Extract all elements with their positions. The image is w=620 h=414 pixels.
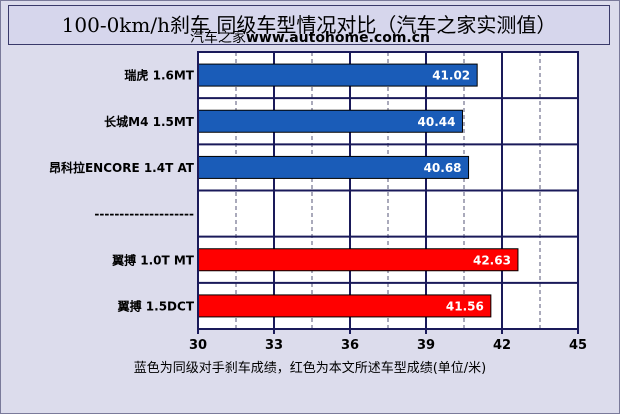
- bar-value-label: 42.63: [473, 253, 511, 267]
- x-tick-label: 45: [569, 338, 587, 353]
- x-tick-label: 30: [189, 338, 207, 353]
- x-tick-label: 42: [493, 338, 511, 353]
- bar-value-label: 40.68: [424, 161, 462, 175]
- category-label: --------------------: [94, 207, 194, 221]
- chart-subtitle: 汽车之家www.autohome.com.cn: [0, 27, 620, 47]
- subtitle-source: 汽车之家: [189, 30, 246, 46]
- category-label: 翼搏 1.0T MT: [111, 252, 195, 267]
- bar-value-label: 41.02: [432, 69, 470, 83]
- title-box: 100-0km/h刹车 同级车型情况对比（汽车之家实测值）: [8, 5, 610, 45]
- category-label: 瑞虎 1.6MT: [124, 68, 194, 83]
- plot-border: [197, 51, 579, 330]
- subtitle-website: www.autohome.com.cn: [245, 30, 431, 46]
- x-tick-label: 36: [341, 338, 359, 353]
- x-tick-label: 33: [265, 338, 283, 353]
- bar-value-label: 40.44: [418, 115, 456, 129]
- chart-footnote: 蓝色为同级对手刹车成绩，红色为本文所述车型成绩(单位/米): [133, 361, 487, 376]
- bar-value-label: 41.56: [446, 299, 484, 313]
- category-label: 昂科拉ENCORE 1.4T AT: [49, 160, 195, 175]
- category-label: 长城M4 1.5MT: [104, 114, 195, 129]
- category-label: 翼搏 1.5DCT: [117, 298, 195, 313]
- chart-title: 100-0km/h刹车 同级车型情况对比（汽车之家实测值）: [61, 13, 557, 37]
- bar: [197, 248, 519, 272]
- x-tick-label: 39: [417, 338, 435, 353]
